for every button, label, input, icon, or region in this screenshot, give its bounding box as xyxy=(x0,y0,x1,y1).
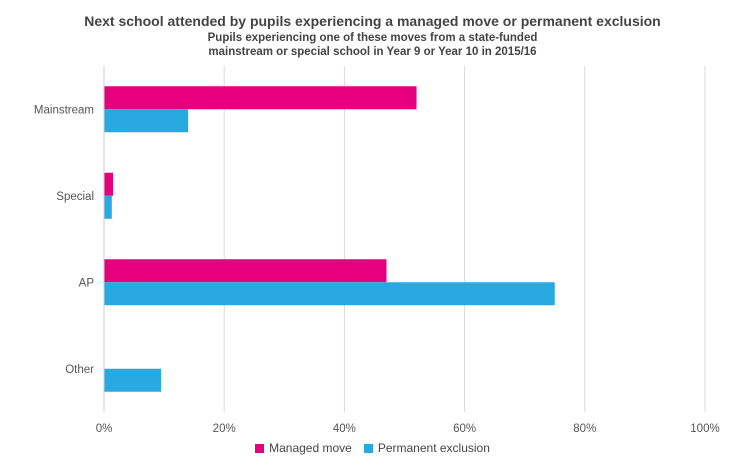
category-label-mainstream: Mainstream xyxy=(34,104,94,116)
x-tick-label-2: 40% xyxy=(333,423,356,435)
bar-permanent-exclusion-ap xyxy=(104,282,555,306)
bar-managed-move-special xyxy=(104,172,114,196)
legend-item-managed-move: Managed move xyxy=(255,441,352,455)
category-label-other: Other xyxy=(65,364,94,376)
x-tick-label-1: 20% xyxy=(213,423,236,435)
chart-subtitle-line-2: mainstream or special school in Year 9 o… xyxy=(208,46,537,58)
legend-label-managed-move: Managed move xyxy=(269,441,352,455)
bar-permanent-exclusion-mainstream xyxy=(104,109,189,133)
legend: Managed move Permanent exclusion xyxy=(0,441,745,455)
x-tick-label-4: 80% xyxy=(573,423,596,435)
bar-managed-move-mainstream xyxy=(104,86,417,110)
bar-managed-move-ap xyxy=(104,259,387,283)
bar-permanent-exclusion-special xyxy=(104,195,112,219)
legend-swatch-permanent-exclusion xyxy=(363,443,373,453)
x-tick-label-5: 100% xyxy=(690,423,719,435)
chart-subtitle-line-1: Pupils experiencing one of these moves f… xyxy=(207,32,538,44)
x-tick-label-0: 0% xyxy=(96,423,113,435)
legend-item-permanent-exclusion: Permanent exclusion xyxy=(363,441,490,455)
category-label-special: Special xyxy=(56,191,94,203)
chart-title: Next school attended by pupils experienc… xyxy=(84,13,661,29)
legend-swatch-managed-move xyxy=(255,443,265,453)
bar-permanent-exclusion-other xyxy=(104,368,162,392)
legend-label-permanent-exclusion: Permanent exclusion xyxy=(377,441,490,455)
x-tick-label-3: 60% xyxy=(453,423,476,435)
category-label-ap: AP xyxy=(79,277,95,289)
